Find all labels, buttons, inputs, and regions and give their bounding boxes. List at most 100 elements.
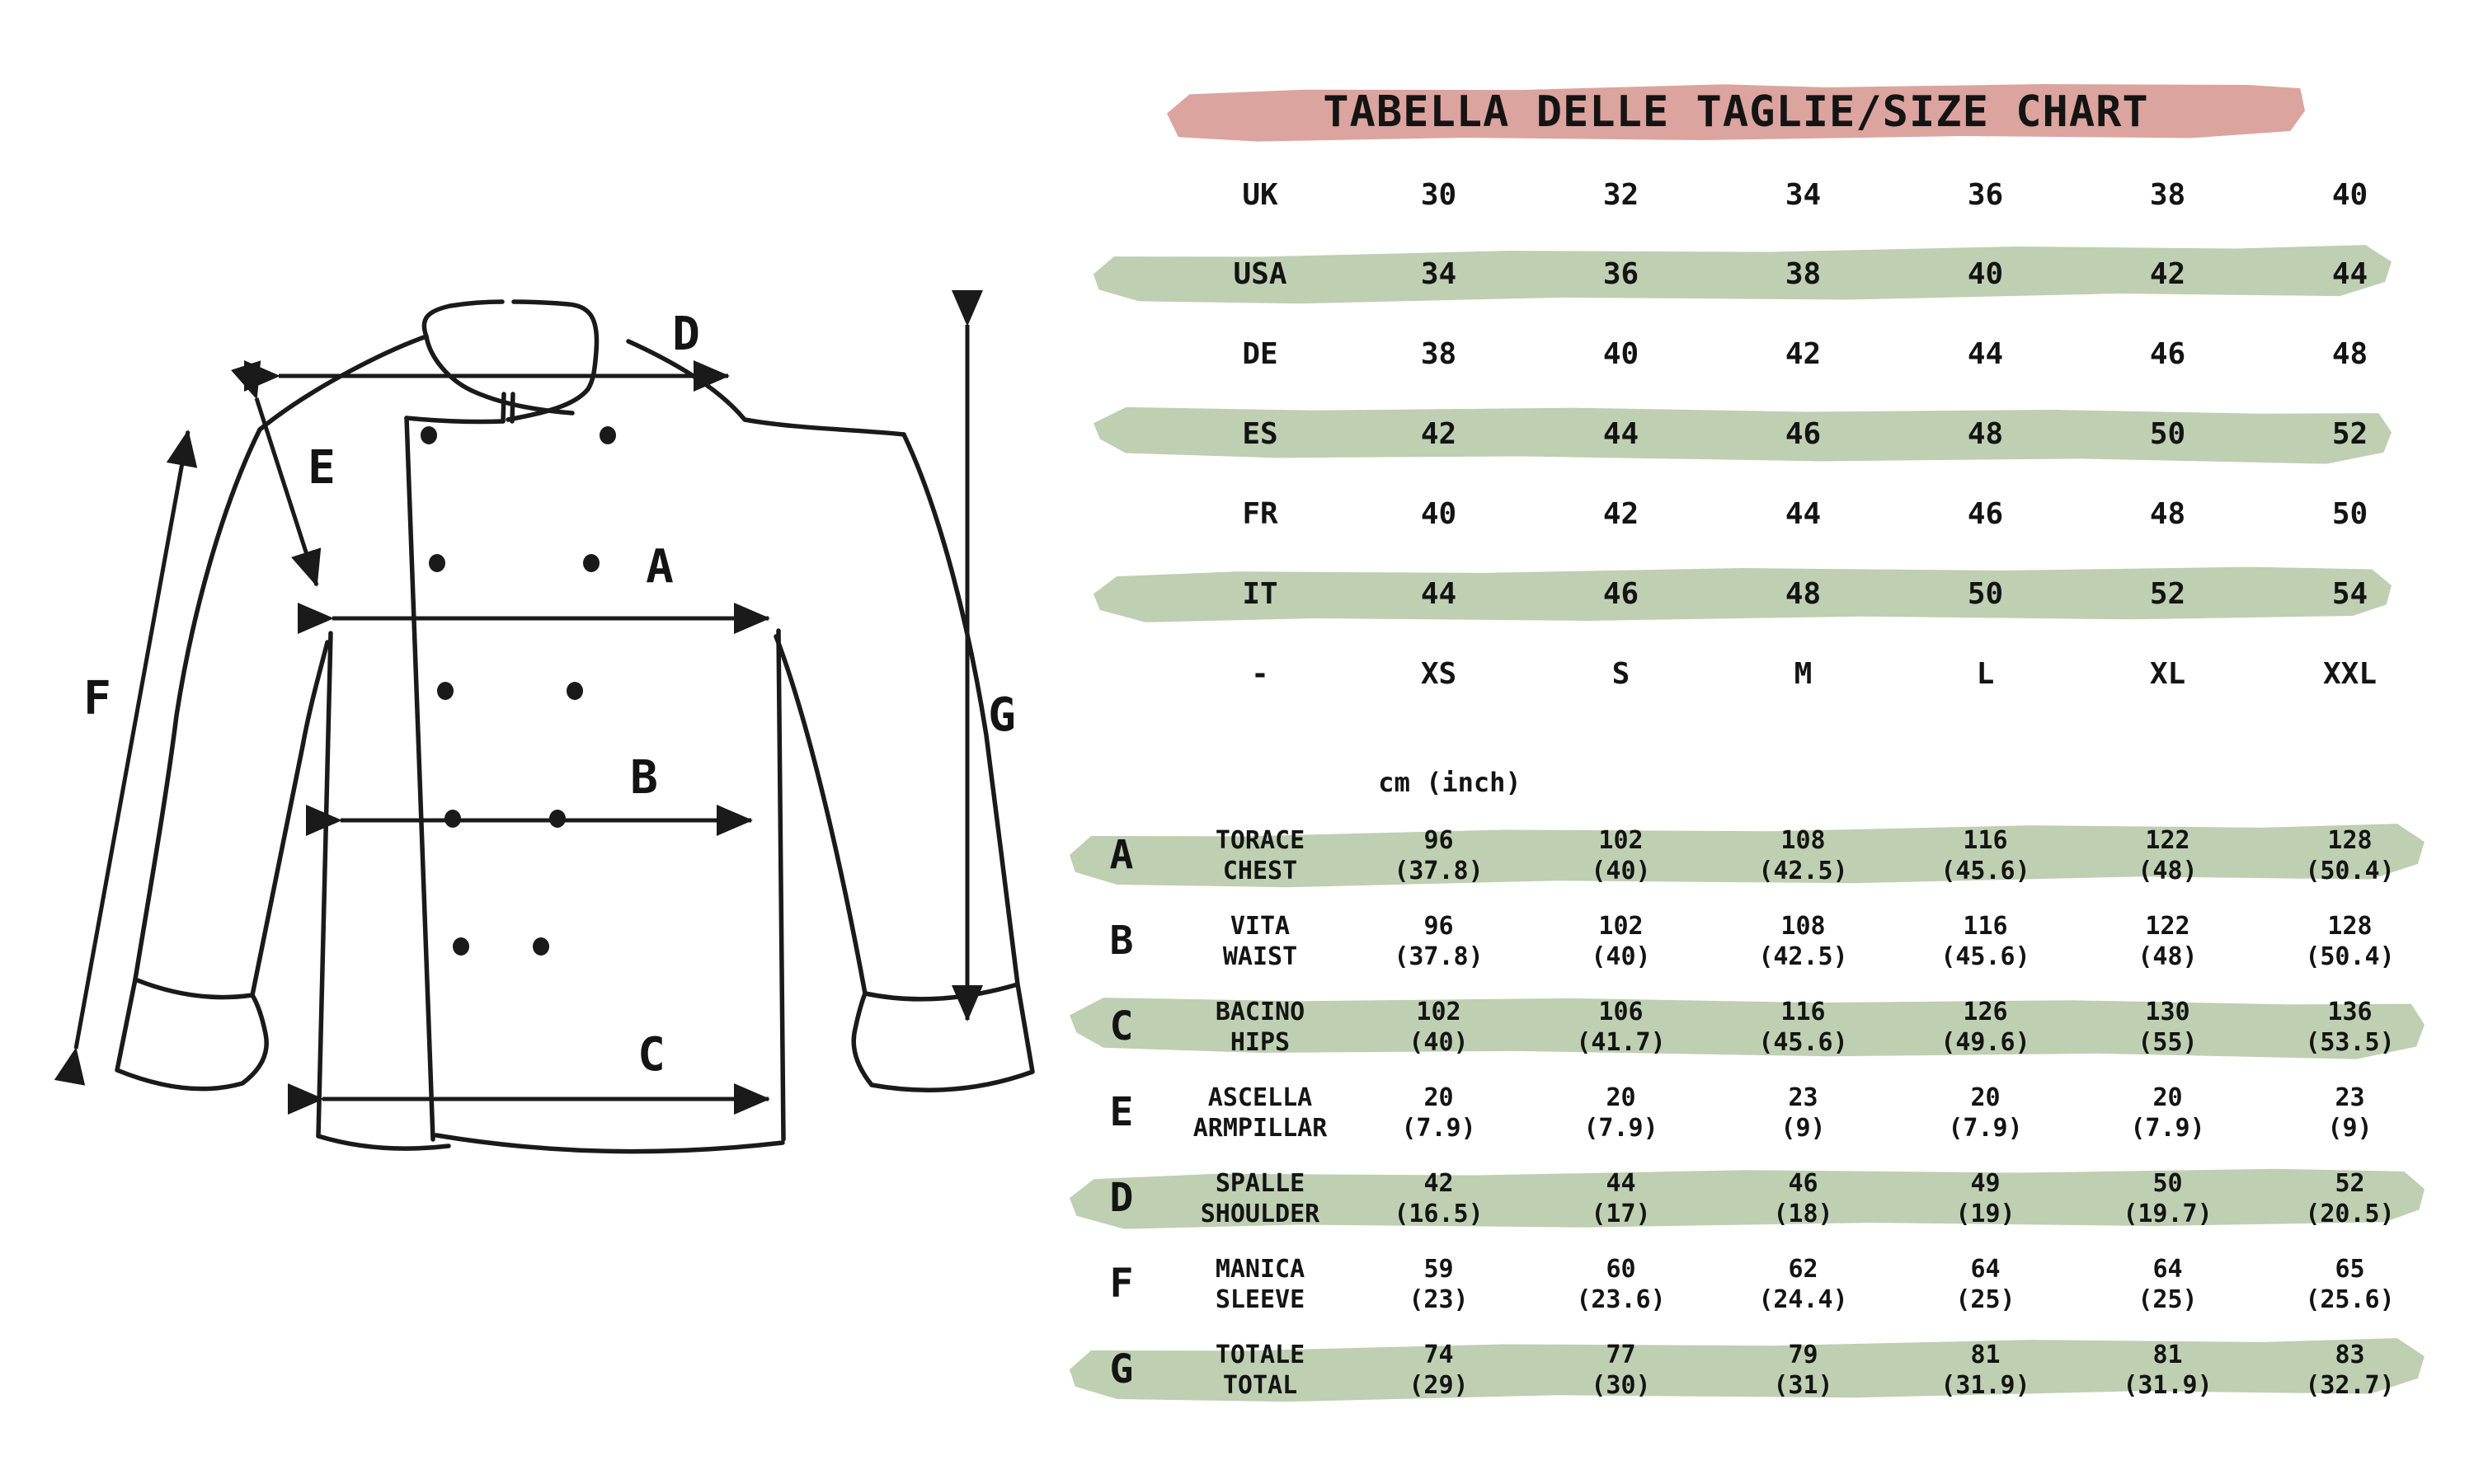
size-value: 46 bbox=[1967, 497, 2004, 531]
measurement-value: 96 (37.8) bbox=[1348, 824, 1530, 888]
measurement-value-cm: 77 bbox=[1606, 1341, 1636, 1369]
measurement-value-cm: 49 bbox=[1970, 1169, 2001, 1198]
size-value: XL bbox=[2149, 657, 2186, 691]
size-system-label: UK bbox=[1242, 178, 1278, 212]
size-value: 42 bbox=[2149, 257, 2186, 291]
size-value: 38 bbox=[1785, 257, 1822, 291]
size-row: ES 42 44 46 48 50 52 bbox=[1070, 408, 2443, 461]
measurement-value-inch: (32.7) bbox=[2305, 1371, 2395, 1400]
collar-right-flap bbox=[506, 387, 590, 422]
measurement-value-inch: (50.4) bbox=[2305, 857, 2395, 885]
diagram-label-e: E bbox=[308, 441, 336, 495]
measurement-value-inch: (37.8) bbox=[1394, 857, 1484, 885]
measurement-value-inch: (37.8) bbox=[1394, 942, 1484, 971]
size-value: 44 bbox=[1602, 417, 1639, 451]
size-row-spacer bbox=[1070, 328, 1173, 381]
measurement-value-inch: (7.9) bbox=[1401, 1114, 1476, 1143]
measurement-value-cm: 102 bbox=[1598, 912, 1644, 941]
size-value: 48 bbox=[2149, 497, 2186, 531]
measurement-row: A TORACE CHEST 96 (37.8) 102 (40) 108 (42.5) 116(… bbox=[1070, 824, 2443, 888]
unit-note: cm (inch) bbox=[1378, 767, 1522, 798]
measurement-value: 20 (7.9) bbox=[1894, 1081, 2077, 1145]
measurement-value-inch: (23) bbox=[1409, 1285, 1469, 1314]
measurement-label-en: SHOULDER bbox=[1200, 1200, 1320, 1228]
measurement-label-en: WAIST bbox=[1222, 942, 1298, 971]
diagram-label-g: G bbox=[988, 688, 1016, 742]
measurement-value-cm: 128 bbox=[2327, 912, 2373, 941]
measurement-value-cm: 23 bbox=[2335, 1083, 2365, 1112]
measurement-row: G TOTALE TOTAL 74 (29) 77 (30) 79 (31) 81 (31.9) 81… bbox=[1070, 1338, 2443, 1402]
measurement-row: E ASCELLA ARMPILLAR 20 (7.9) 20 (7.9) 23 (9) 20 (7… bbox=[1070, 1081, 2443, 1145]
measurement-value: 65 (25.6) bbox=[2259, 1252, 2441, 1317]
measurement-row: C BACINO HIPS 102 (40) 106 (41.7) 116 (45.6) 126(… bbox=[1070, 995, 2443, 1059]
measurement-value-cm: 83 bbox=[2335, 1341, 2365, 1369]
measurement-value-inch: (42.5) bbox=[1758, 857, 1848, 885]
measurement-value: 81 (31.9) bbox=[1894, 1338, 2077, 1402]
measurement-value: 60 (23.6) bbox=[1530, 1252, 1712, 1317]
measurement-value-inch: (17) bbox=[1591, 1200, 1651, 1228]
diagram-label-a: A bbox=[646, 540, 674, 594]
size-value: L bbox=[1976, 657, 1995, 691]
measurement-label-en: ARMPILLAR bbox=[1192, 1114, 1328, 1143]
measurement-value: 20 (7.9) bbox=[1348, 1081, 1530, 1145]
size-value: 46 bbox=[1602, 577, 1639, 611]
front-placket bbox=[404, 416, 435, 1142]
size-value: 48 bbox=[1785, 577, 1822, 611]
measurement-value: 20 (7.9) bbox=[2077, 1081, 2259, 1145]
measurement-value-inch: (25) bbox=[2138, 1285, 2198, 1314]
measurement-value-inch: (16.5) bbox=[1394, 1200, 1484, 1228]
measurement-row: D SPALLE SHOULDER 42 (16.5) 44 (17) 46 (18) 49 (19… bbox=[1070, 1167, 2443, 1231]
measurement-value: 116 (45.6) bbox=[1894, 824, 2077, 888]
size-value: 34 bbox=[1420, 257, 1457, 291]
size-value: M bbox=[1794, 657, 1813, 691]
measurement-label-it: SPALLE bbox=[1215, 1169, 1305, 1198]
measurement-value-cm: 20 bbox=[1606, 1083, 1636, 1112]
measurement-value-inch: (30) bbox=[1591, 1371, 1651, 1400]
button bbox=[421, 426, 437, 444]
size-value: 36 bbox=[1967, 178, 2004, 212]
measurement-value-inch: (9) bbox=[2327, 1114, 2373, 1143]
size-row: UK 30 32 34 36 38 40 bbox=[1070, 169, 2443, 222]
measurement-value: 46 (18) bbox=[1712, 1167, 1894, 1231]
measurement-value-inch: (31) bbox=[1773, 1371, 1833, 1400]
measurement-value-inch: (41.7) bbox=[1576, 1028, 1666, 1057]
measurement-label: SPALLE SHOULDER bbox=[1173, 1167, 1348, 1231]
measurement-value-inch: (9) bbox=[1780, 1114, 1826, 1143]
button bbox=[437, 682, 454, 700]
measurement-value-cm: 52 bbox=[2335, 1169, 2365, 1198]
measurement-value: 136 (53.5) bbox=[2259, 995, 2441, 1059]
measurement-label-it: VITA bbox=[1230, 912, 1291, 941]
size-value: 54 bbox=[2331, 577, 2368, 611]
measurement-value-cm: 65 bbox=[2335, 1255, 2365, 1284]
left-sleeve-outer bbox=[133, 427, 262, 982]
measurement-value: 50 (19.7) bbox=[2077, 1167, 2259, 1231]
size-value: 34 bbox=[1785, 178, 1822, 212]
measurement-value-inch: (31.9) bbox=[2123, 1371, 2213, 1400]
measurement-label: BACINO HIPS bbox=[1173, 995, 1348, 1059]
measurement-letter: D bbox=[1109, 1175, 1134, 1221]
measurement-value-inch: (24.4) bbox=[1758, 1285, 1848, 1314]
measurement-value-inch: (40) bbox=[1409, 1028, 1469, 1057]
size-value: 42 bbox=[1420, 417, 1457, 451]
measurement-value-cm: 96 bbox=[1423, 912, 1454, 941]
measurement-value-cm: 79 bbox=[1788, 1341, 1818, 1369]
size-value: 42 bbox=[1602, 497, 1639, 531]
measurement-value-cm: 108 bbox=[1780, 826, 1826, 855]
size-value: XXL bbox=[2322, 657, 2378, 691]
measurement-value-inch: (18) bbox=[1773, 1200, 1833, 1228]
diagram-letter-labels: D E A B C F G bbox=[83, 308, 1016, 1082]
measurement-value: 108 (42.5) bbox=[1712, 909, 1894, 974]
measurement-value: 74 (29) bbox=[1348, 1338, 1530, 1402]
diagram-label-f: F bbox=[83, 672, 111, 726]
measurement-value-cm: 106 bbox=[1598, 998, 1644, 1026]
measurement-value-inch: (45.6) bbox=[1940, 857, 2030, 885]
measurement-value: 116 (45.6) bbox=[1712, 995, 1894, 1059]
measurement-value-inch: (45.6) bbox=[1940, 942, 2030, 971]
measurement-letter: E bbox=[1109, 1089, 1134, 1135]
measurement-value: 42 (16.5) bbox=[1348, 1167, 1530, 1231]
measurement-value-cm: 126 bbox=[1963, 998, 2008, 1026]
measurement-value: 122 (48) bbox=[2077, 909, 2259, 974]
left-body-side bbox=[316, 631, 333, 1139]
size-value: 38 bbox=[1420, 337, 1457, 371]
